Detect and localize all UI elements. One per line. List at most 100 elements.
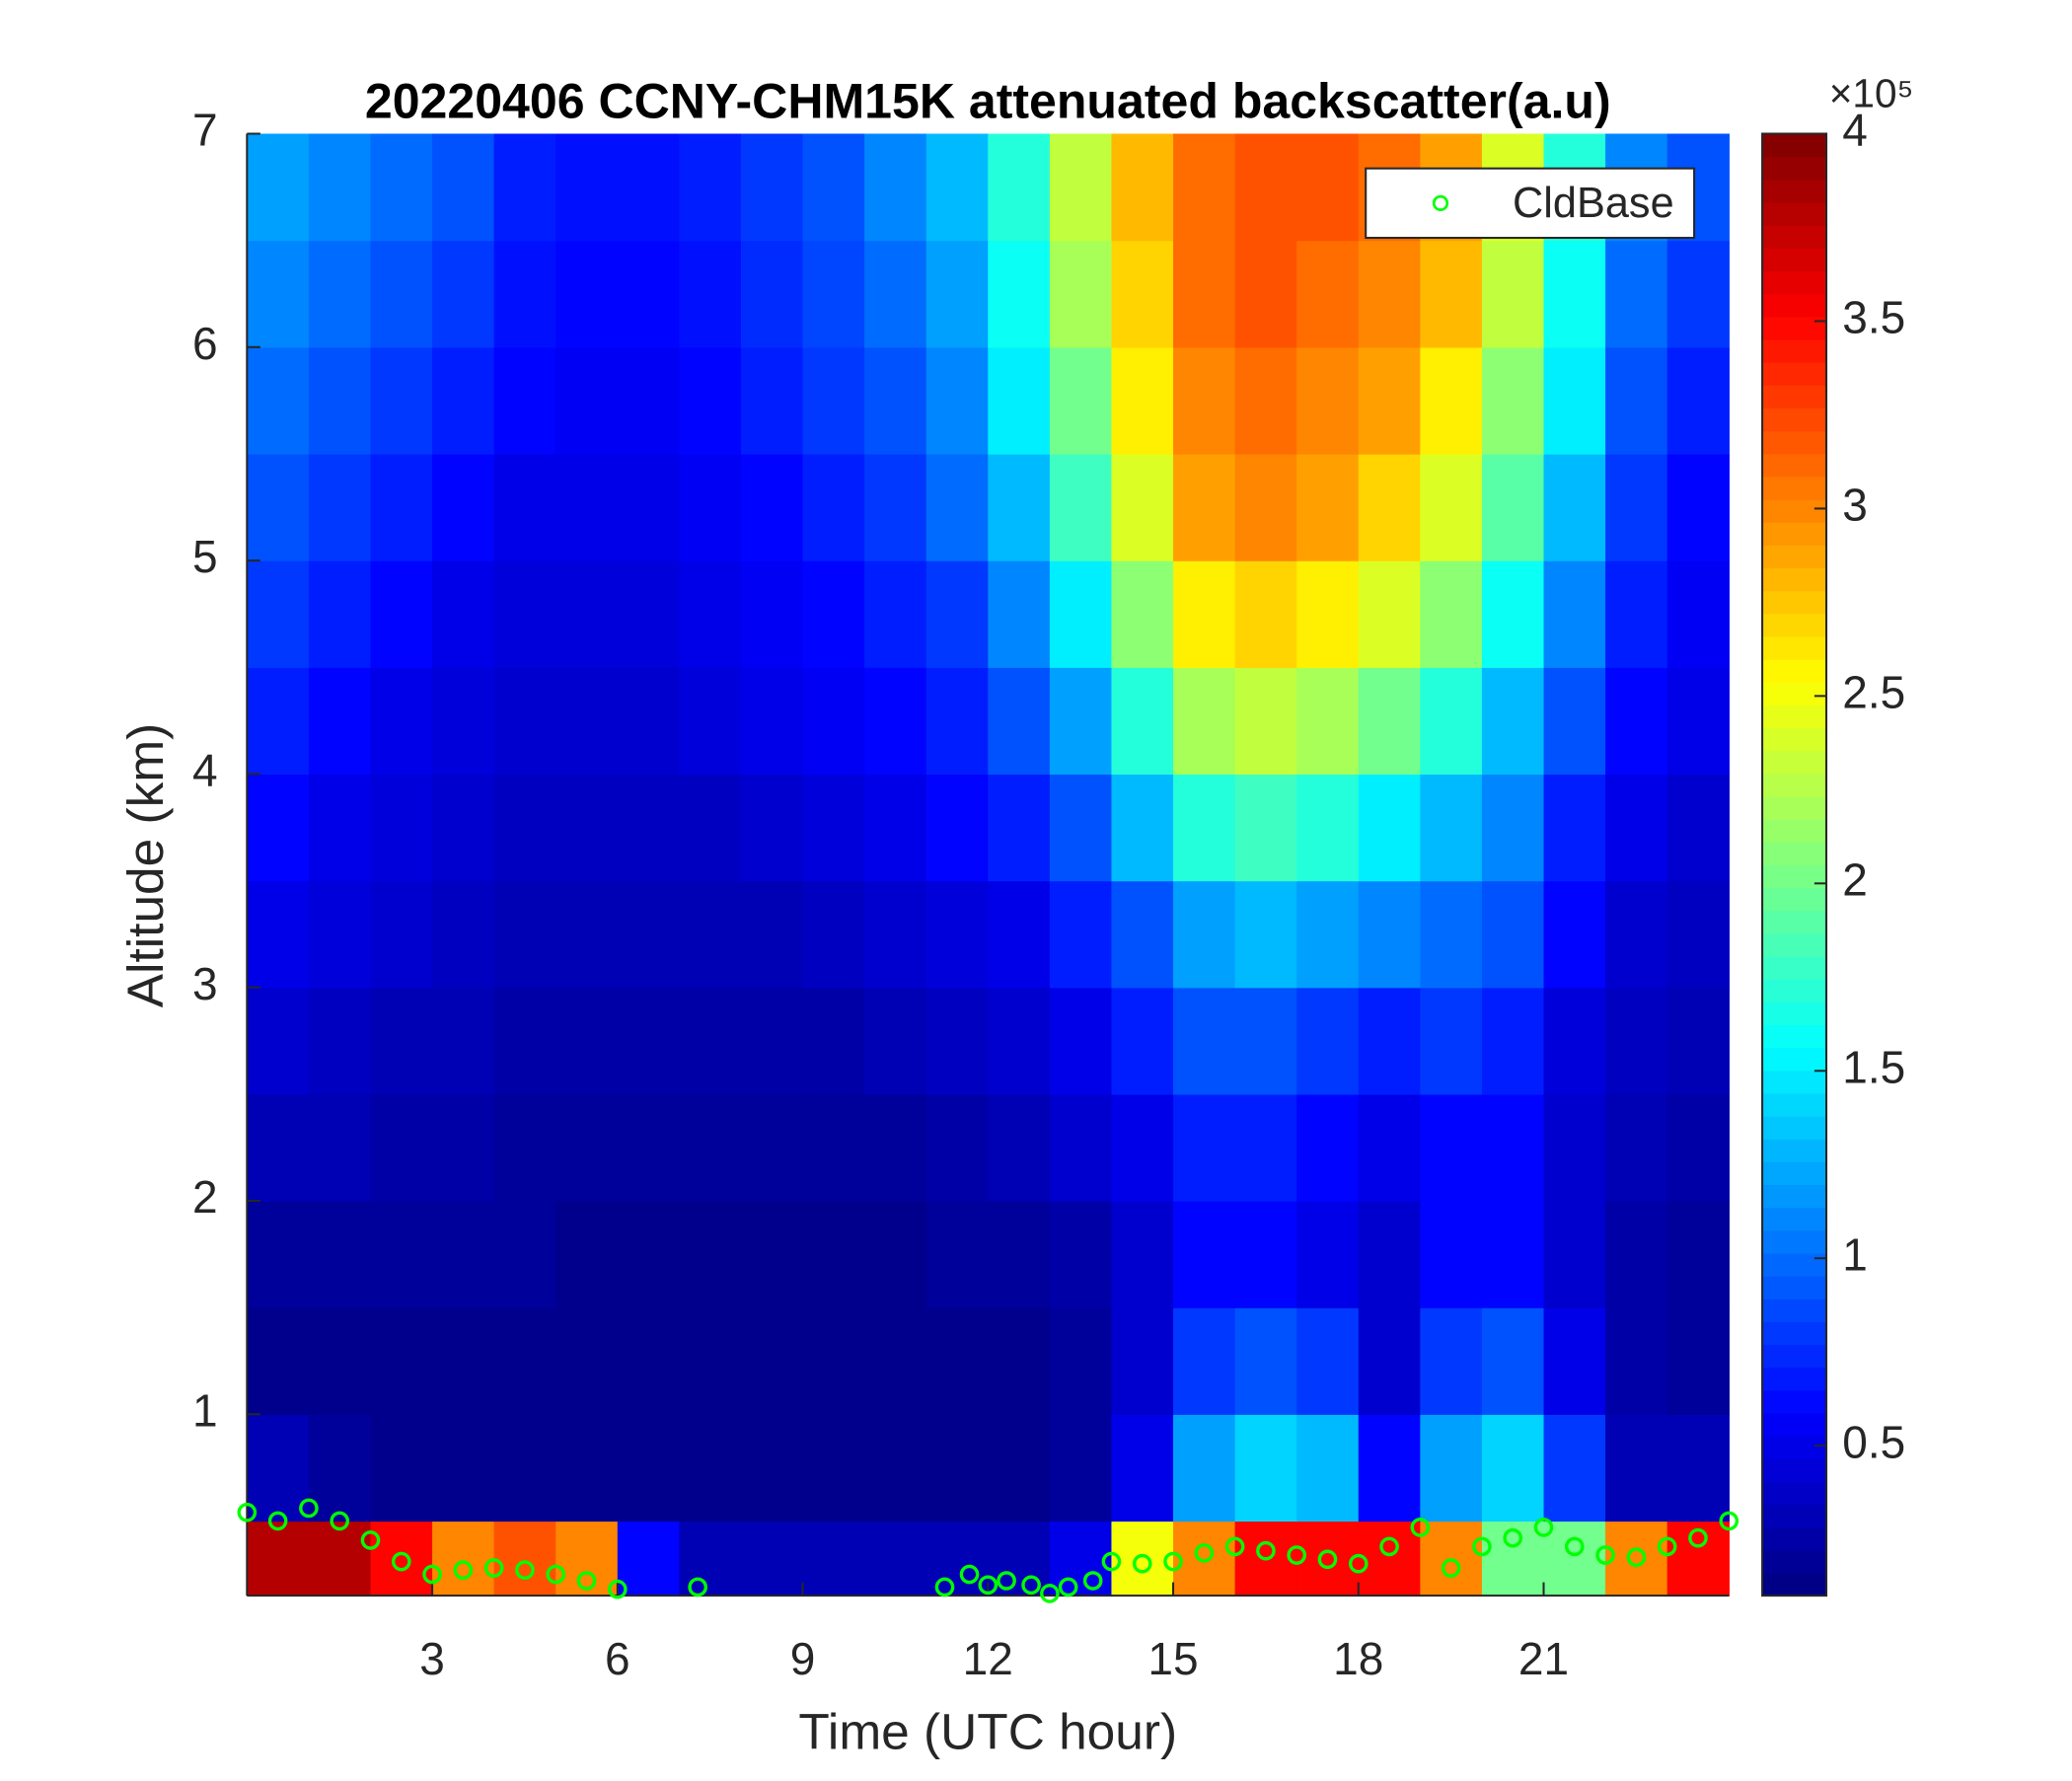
heatmap-cell <box>617 346 681 455</box>
heatmap-cell <box>1420 880 1483 989</box>
colorbar-step <box>1762 864 1827 889</box>
colorbar-step <box>1762 635 1827 660</box>
heatmap-cell <box>1605 560 1668 668</box>
heatmap-cell <box>247 1307 310 1415</box>
heatmap-cell <box>802 560 865 668</box>
heatmap-cell <box>247 667 310 776</box>
heatmap-cell <box>370 346 433 455</box>
colorbar-step <box>1762 1412 1827 1437</box>
heatmap-cell <box>1049 987 1113 1095</box>
heatmap-cell <box>679 133 742 242</box>
heatmap-cell <box>1605 1414 1668 1522</box>
heatmap-cell <box>555 1200 619 1308</box>
heatmap-cell <box>1111 880 1174 989</box>
colorbar-step <box>1762 156 1827 181</box>
heatmap-cell <box>493 1200 556 1308</box>
heatmap-cell <box>493 346 556 455</box>
heatmap-cell <box>308 346 372 455</box>
cloud-base-point <box>299 1498 319 1519</box>
cloud-base-point <box>997 1571 1016 1591</box>
heatmap-cell <box>1111 1093 1174 1202</box>
heatmap-cell <box>555 987 619 1095</box>
heatmap-cell <box>308 1414 372 1522</box>
cloud-base-point <box>1040 1584 1060 1603</box>
heatmap-cell <box>802 1307 865 1415</box>
heatmap-cell <box>617 133 681 242</box>
heatmap-cell <box>679 987 742 1095</box>
x-tick-label: 15 <box>1147 1633 1198 1684</box>
cloud-base-point <box>607 1579 628 1599</box>
heatmap-cell <box>617 667 681 776</box>
heatmap-cell <box>864 880 927 989</box>
heatmap-cell <box>617 240 681 348</box>
colorbar-step <box>1762 545 1827 569</box>
cloud-base-point <box>1317 1549 1338 1570</box>
heatmap-cell <box>1234 1200 1297 1308</box>
heatmap-cell <box>679 453 742 561</box>
x-tick-label: 18 <box>1333 1633 1383 1684</box>
heatmap-cell <box>1543 1200 1606 1308</box>
heatmap-cell <box>802 133 865 242</box>
cloud-base-point <box>515 1560 535 1580</box>
heatmap-cell <box>247 987 310 1095</box>
colorbar-step <box>1762 133 1827 158</box>
heatmap-cell <box>1173 1307 1236 1415</box>
heatmap-cell <box>1543 774 1606 882</box>
x-tick-label: 3 <box>419 1633 445 1684</box>
heatmap-cell <box>740 1414 804 1522</box>
heatmap-cell <box>1666 1521 1730 1596</box>
heatmap-cell <box>1420 667 1483 776</box>
colorbar-step <box>1762 682 1827 705</box>
heatmap-cell <box>925 560 989 668</box>
heatmap-cell <box>308 240 372 348</box>
heatmap-cell <box>988 987 1051 1095</box>
heatmap-cell <box>1358 560 1422 668</box>
heatmap-cell <box>555 453 619 561</box>
cloud-base-point <box>1101 1551 1122 1572</box>
heatmap-cell <box>1173 346 1236 455</box>
heatmap-cell <box>1605 774 1668 882</box>
heatmap-cell <box>1481 1093 1545 1202</box>
heatmap-cell <box>1481 880 1545 989</box>
cloud-base-point <box>1379 1536 1399 1557</box>
colorbar-step <box>1762 1549 1827 1574</box>
heatmap-cell <box>308 133 372 242</box>
colorbar-step <box>1762 1207 1827 1231</box>
heatmap-cell <box>432 1093 495 1202</box>
heatmap-cell <box>1666 774 1730 882</box>
colorbar-step <box>1762 270 1827 295</box>
heatmap-cell <box>1049 774 1113 882</box>
colorbar-step <box>1762 1321 1827 1346</box>
colorbar-step <box>1762 1161 1827 1186</box>
heatmap-cell <box>1420 1307 1483 1415</box>
heatmap-cell <box>1666 346 1730 455</box>
heatmap-cell <box>370 1521 433 1596</box>
colorbar-step <box>1762 430 1827 455</box>
heatmap-cell <box>1420 453 1483 561</box>
colorbar-step <box>1762 727 1827 752</box>
heatmap-cell <box>679 240 742 348</box>
cloud-base-point <box>934 1577 955 1597</box>
heatmap-cell <box>1111 133 1174 242</box>
heatmap-cell <box>617 1414 681 1522</box>
heatmap-cell <box>925 240 989 348</box>
colorbar-tick-label: 4 <box>1842 105 1868 156</box>
heatmap-cell <box>1296 1093 1360 1202</box>
heatmap-cell <box>1358 1307 1422 1415</box>
heatmap-cell <box>1173 987 1236 1095</box>
heatmap-cell <box>988 1414 1051 1522</box>
colorbar-tick-label: 1.5 <box>1842 1041 1905 1092</box>
heatmap-cell <box>679 1414 742 1522</box>
cloud-base-point <box>1163 1551 1183 1572</box>
heatmap-cell <box>617 1307 681 1415</box>
heatmap-cell <box>1605 987 1668 1095</box>
heatmap-cell <box>555 1093 619 1202</box>
colorbar-step <box>1762 1344 1827 1369</box>
heatmap-cell <box>1296 560 1360 668</box>
colorbar-step <box>1762 613 1827 637</box>
cloud-base-point <box>1132 1553 1152 1574</box>
heatmap-cell <box>1666 667 1730 776</box>
colorbar-step <box>1762 910 1827 934</box>
heatmap-cell <box>1666 987 1730 1095</box>
heatmap-cell <box>1234 560 1297 668</box>
